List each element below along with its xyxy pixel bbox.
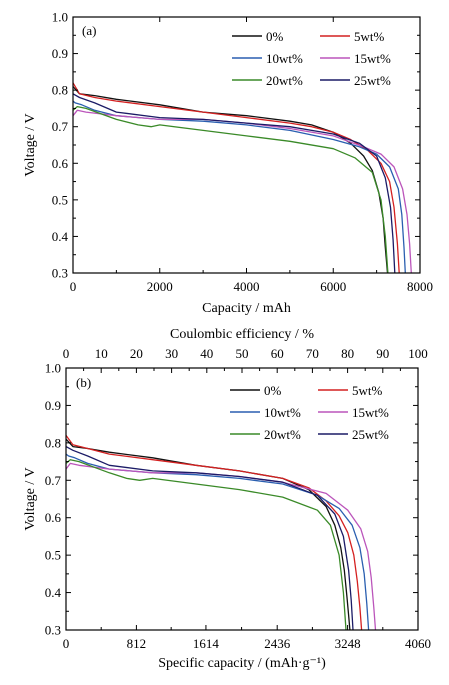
panel-b-ytick-label: 0.4 (45, 585, 62, 600)
panel-a-xtick-label: 0 (70, 279, 77, 294)
panel-b-series-line-0 (65, 438, 351, 631)
panel-a-series (72, 82, 412, 274)
panel-b-y-axis-title: Voltage / V (23, 467, 38, 530)
panel-a-ytick-label: 0.9 (52, 46, 68, 61)
panel-a-series-line-5 (72, 93, 396, 274)
panel-b-x2tick-label: 50 (236, 346, 249, 361)
panel-b-x2tick-label: 70 (306, 346, 319, 361)
panel-b-tag: (b) (76, 375, 91, 390)
panel-a-xtick-label: 4000 (234, 279, 260, 294)
panel-b-ytick-label: 0.6 (45, 510, 62, 525)
panel-a-y-axis-title: Voltage / V (23, 113, 38, 176)
panel-b-x2-axis-title: Coulombic efficiency / % (170, 327, 314, 342)
panel-b-series (65, 435, 377, 631)
panel-a-ytick-label: 0.3 (52, 266, 68, 281)
panel-b-series-line-2 (65, 453, 370, 631)
panel-a-xtick-label: 8000 (407, 279, 433, 294)
panel-b-series-line-1 (65, 435, 363, 631)
panel-b-legend-label-5: 25wt% (352, 427, 389, 442)
panel-b-xtick-label: 812 (127, 636, 147, 651)
panel-a-tag: (a) (82, 23, 96, 38)
panel-b-x2tick-label: 80 (341, 346, 354, 361)
panel-a-ytick-label: 0.6 (52, 156, 69, 171)
panel-b-x2tick-label: 90 (376, 346, 389, 361)
panel-a-legend-label-0: 0% (266, 29, 284, 44)
panel-b-ytick-label: 1.0 (45, 361, 61, 376)
panel-a-series-line-2 (72, 100, 406, 274)
panel-b-x2tick-label: 30 (165, 346, 178, 361)
panel-a-ytick-label: 1.0 (52, 10, 68, 25)
panel-a-legend-label-4: 20wt% (266, 73, 303, 88)
panel-b-legend-label-0: 0% (264, 383, 282, 398)
panel-b-ytick-label: 0.5 (45, 548, 61, 563)
panel-a-series-line-4 (72, 105, 389, 274)
panel-b-series-line-4 (65, 459, 347, 631)
panel-a-legend-label-5: 25wt% (354, 73, 391, 88)
panel-a-legend-label-3: 15wt% (354, 51, 391, 66)
panel-b-legend: 0% 5wt% 10wt% 15wt% 20wt% 25wt% (230, 383, 389, 442)
panel-b-ytick-label: 0.3 (45, 623, 61, 638)
panel-b-x2tick-label: 0 (63, 346, 70, 361)
panel-b-xtick-label: 3248 (335, 636, 361, 651)
panel-b-xtick-label: 0 (63, 636, 70, 651)
panel-b-legend-label-4: 20wt% (264, 427, 301, 442)
panel-b-x2tick-label: 10 (95, 346, 108, 361)
panel-a-series-line-0 (72, 86, 389, 274)
panel-a: 0.3 0.4 0.5 0.6 0.7 0.8 0.9 1.0 0 2000 4000 6000 800… (23, 10, 433, 317)
panel-b-legend-label-1: 5wt% (352, 383, 383, 398)
panel-b-x-axis-title: Specific capacity / (mAh·g⁻¹) (158, 656, 326, 671)
panel-b-ytick-label: 0.7 (45, 473, 62, 488)
panel-b-legend-label-2: 10wt% (264, 405, 301, 420)
panel-b: 0.30.40.50.60.70.80.91.00 812 1614 2436 3248… (23, 327, 431, 671)
panel-b-ytick-label: 0.8 (45, 435, 61, 450)
panel-a-legend: 0% 5wt% 10wt% 15wt% 20wt% 25wt% (232, 29, 391, 88)
panel-b-x2tick-label: 100 (408, 346, 428, 361)
panel-a-x-axis-title: Capacity / mAh (202, 301, 291, 316)
panel-a-series-line-1 (72, 82, 400, 274)
panel-b-series-line-3 (65, 462, 377, 631)
panel-b-xtick-label: 1614 (193, 636, 220, 651)
panel-a-legend-label-1: 5wt% (354, 29, 385, 44)
panel-a-ytick-label: 0.7 (52, 119, 69, 134)
panel-a-legend-label-2: 10wt% (266, 51, 303, 66)
panel-b-x2tick-label: 20 (130, 346, 143, 361)
panel-a-ytick-label: 0.5 (52, 192, 68, 207)
panel-b-xtick-label: 4060 (405, 636, 431, 651)
panel-b-xtick-label: 2436 (264, 636, 291, 651)
panel-b-series-line-5 (65, 446, 354, 631)
panel-b-ytick-label: 0.9 (45, 398, 61, 413)
panel-b-x2tick-label: 40 (200, 346, 213, 361)
panel-a-xtick-label: 2000 (147, 279, 173, 294)
panel-a-xtick-label: 6000 (320, 279, 346, 294)
panel-a-ytick-label: 0.8 (52, 83, 68, 98)
panel-b-legend-label-3: 15wt% (352, 405, 389, 420)
panel-a-ytick-label: 0.4 (52, 229, 69, 244)
panel-b-x2tick-label: 60 (271, 346, 284, 361)
